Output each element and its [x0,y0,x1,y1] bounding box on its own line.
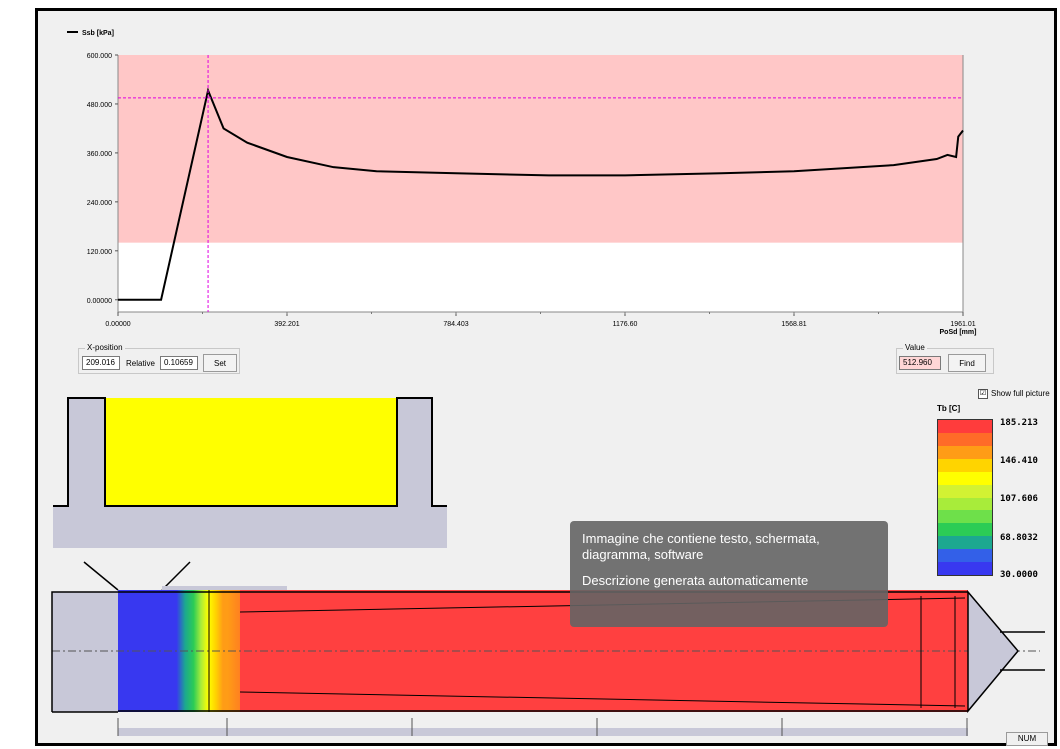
x-tick-label: 784.403 [443,321,468,328]
xposition-group-label: X-position [85,343,125,352]
legend-swatch-8 [938,523,992,537]
y-tick-label: 240.000 [87,200,112,207]
alt-text-overlay: Immagine che contiene testo, schermata, … [570,521,888,627]
relative-label: Relative [126,359,155,368]
acceptable-band [118,55,963,243]
legend-label-2: 107.606 [1000,494,1038,504]
legend-swatch-11 [938,562,992,576]
checkbox-icon: ☑ [978,389,988,399]
legend-swatch-3 [938,458,992,472]
xposition-group: X-position [78,343,240,374]
y-tick-label: 0.00000 [87,298,112,305]
value-output[interactable]: 512.960 [899,356,941,370]
num-lock-indicator: NUM [1006,732,1048,746]
x-tick-label: 0.00000 [105,321,130,328]
x-tick-label: 1568.81 [781,321,806,328]
y-tick-label: 600.000 [87,53,112,60]
legend-swatch-4 [938,471,992,485]
temperature-legend-title: Tb [C] [937,404,961,413]
temperature-legend-bar [937,419,993,576]
legend-label-1: 146.410 [1000,456,1038,466]
set-button[interactable]: Set [203,354,237,372]
xposition-input[interactable]: 209.016 [82,356,120,370]
show-full-picture-label: Show full picture [991,389,1050,399]
legend-swatch-2 [938,445,992,459]
x-tick-label: 1176.60 [613,321,638,328]
y-tick-label: 120.000 [87,249,112,256]
y-tick-label: 360.000 [87,151,112,158]
value-group-label: Value [903,343,927,352]
legend-swatch-9 [938,536,992,550]
value-group: Value [896,343,994,374]
show-full-picture-checkbox[interactable]: ☑ Show full picture [978,389,1050,399]
x-tick-label: 392.201 [274,321,299,328]
x-tick-label: 1961.01 [950,321,975,328]
legend-label-4: 30.0000 [1000,570,1038,580]
legend-label-3: 68.8032 [1000,533,1038,543]
series-line [118,87,964,301]
legend-label-0: 185.213 [1000,418,1038,428]
legend-swatch-6 [938,497,992,511]
x-axis-label: PoSd [mm] [940,329,977,336]
legend-swatch-1 [938,432,992,446]
overlay-line-3: Descrizione generata automaticamente [582,573,809,588]
relative-input[interactable]: 0.10659 [160,356,198,370]
legend-swatch-10 [938,549,992,563]
stress-chart: 600.000 480.000 360.000 240.000 120.000 0.000… [67,30,977,336]
y-tick-label: 480.000 [87,102,112,109]
find-button[interactable]: Find [948,354,986,372]
overlay-line-2: diagramma, software [582,547,704,562]
legend-swatch-5 [938,484,992,498]
legend-swatch-7 [938,510,992,524]
overlay-line-1: Immagine che contiene testo, schermata, [582,531,820,546]
legend-series-name: Ssb [kPa] [82,30,114,37]
legend-swatch-0 [938,420,992,433]
